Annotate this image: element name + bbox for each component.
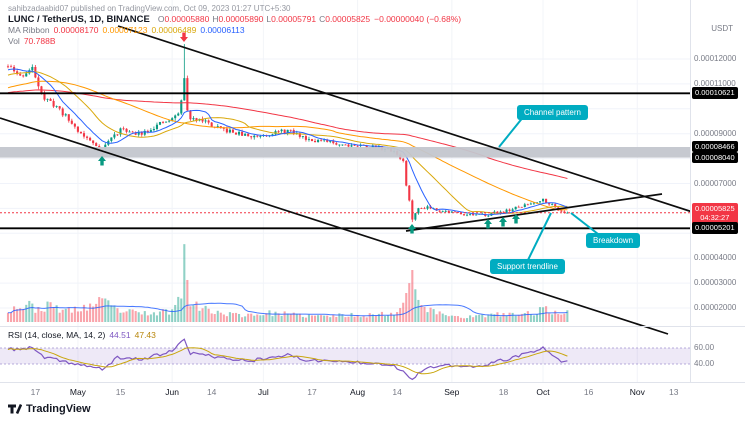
callout-tail (527, 212, 552, 261)
channel-lower-trendline[interactable] (0, 117, 669, 335)
channel-pattern-label[interactable]: Channel pattern (517, 105, 588, 120)
tradingview-logo[interactable]: TradingView (8, 402, 91, 416)
publisher-line: sahibzadaabid07 published on TradingView… (8, 4, 291, 13)
close-label: C (319, 14, 326, 24)
breakdown-label[interactable]: Breakdown (586, 233, 641, 248)
ma-legend: MA Ribbon 0.00008170 0.00007123 0.00006489 0… (8, 25, 245, 35)
support-trendline-label[interactable]: Support trendline (490, 259, 565, 274)
up-arrow-marker[interactable] (484, 219, 492, 229)
ma-legend-value: 0.00008170 (53, 25, 99, 35)
callout-tail (570, 212, 599, 235)
rsi-ma-value: 47.43 (134, 330, 156, 340)
rsi-pane[interactable] (0, 338, 690, 381)
supply-zone-band[interactable] (0, 146, 690, 158)
ma-legend-value: 0.00006489 (151, 25, 197, 35)
separator-layer (0, 0, 745, 383)
grid-layer (0, 0, 690, 382)
ma-legend-value: 0.00006113 (200, 25, 245, 35)
open-label: O (157, 14, 165, 24)
up-arrow-marker[interactable] (98, 156, 106, 166)
volume-legend-value: 70.788B (23, 36, 56, 46)
low-value: 0.00005791 (271, 14, 317, 24)
rsi-legend: RSI (14, close, MA, 14, 2) 44.51 47.43 (8, 330, 156, 340)
high-value: 0.00005890 (218, 14, 264, 24)
callout-tail (498, 115, 525, 148)
high-label: H (212, 14, 219, 24)
rsi-legend-label[interactable]: RSI (14, close, MA, 14, 2) (8, 330, 106, 340)
rsi-value: 44.51 (109, 330, 131, 340)
volume-legend-label[interactable]: Vol (8, 36, 20, 46)
ma-legend-value: 0.00007123 (102, 25, 148, 35)
ma-legend-values: 0.00008170 0.00007123 0.00006489 0.00006113 (50, 25, 245, 35)
channel-upper-trendline[interactable] (117, 25, 745, 229)
change-value: −0.00000040 (−0.68%) (374, 14, 462, 24)
price-pane[interactable] (0, 25, 745, 335)
low-label: L (266, 14, 272, 24)
tradingview-logo-text: TradingView (26, 403, 91, 415)
rsi-band (0, 348, 690, 364)
tradingview-logo-icon (8, 403, 22, 415)
up-arrow-marker[interactable] (512, 214, 520, 224)
down-arrow-marker[interactable] (180, 32, 188, 43)
quote-currency-label: USDT (711, 24, 733, 33)
symbol-title[interactable]: LUNC / TetherUS, 1D, BINANCE (8, 14, 150, 25)
open-value: 0.00005880 (164, 14, 210, 24)
up-arrow-marker[interactable] (499, 217, 507, 227)
close-value: 0.00005825 (325, 14, 371, 24)
ascending-support-trendline[interactable] (405, 193, 663, 232)
volume-legend: Vol 70.788B (8, 36, 56, 46)
ma-legend-label[interactable]: MA Ribbon (8, 25, 50, 35)
symbol-legend: LUNC / TetherUS, 1D, BINANCE O0.00005880 H… (8, 14, 461, 25)
up-arrow-marker[interactable] (408, 224, 416, 234)
